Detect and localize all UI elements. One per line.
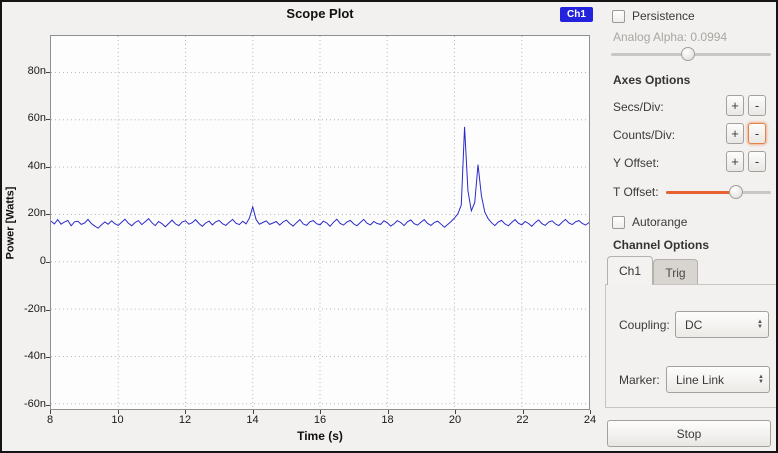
- x-tick-label: 24: [583, 414, 597, 426]
- x-axis-title: Time (s): [297, 429, 343, 443]
- plot-canvas: [50, 35, 590, 410]
- x-tick-label: 12: [178, 414, 192, 426]
- secs-div-label: Secs/Div:: [613, 100, 664, 114]
- dropdown-arrows-icon: ▲ ▼: [757, 318, 763, 330]
- x-tick-label: 16: [313, 414, 327, 426]
- analog-alpha-label: Analog Alpha: 0.0994: [613, 30, 728, 44]
- x-tick-label: 10: [111, 414, 124, 426]
- x-tick-label: 20: [448, 414, 462, 426]
- x-tick-label: 8: [46, 414, 54, 426]
- counts-div-minus-button[interactable]: -: [748, 123, 766, 144]
- coupling-label: Coupling:: [619, 318, 670, 332]
- x-tick-label: 22: [516, 414, 529, 426]
- marker-label: Marker:: [619, 373, 660, 387]
- y-tick-label: 0: [39, 254, 46, 267]
- persistence-checkbox[interactable]: [612, 10, 625, 23]
- x-tick-label: 18: [381, 414, 394, 426]
- axis-tick-mark: [50, 410, 51, 414]
- y-offset-minus-button[interactable]: -: [748, 151, 766, 172]
- x-tick-label: 14: [246, 414, 259, 426]
- persistence-label: Persistence: [632, 9, 695, 23]
- axis-tick-mark: [590, 410, 591, 414]
- coupling-value: DC: [685, 317, 703, 332]
- tab-trig[interactable]: Trig: [653, 259, 698, 285]
- counts-div-plus-button[interactable]: +: [726, 123, 744, 144]
- axis-tick-mark: [320, 410, 321, 414]
- axis-tick-mark: [46, 261, 50, 263]
- ch1-trace: [51, 126, 589, 229]
- secs-div-minus-button[interactable]: -: [748, 95, 766, 116]
- axis-tick-mark: [117, 410, 119, 414]
- plot-title: Scope Plot: [286, 6, 354, 21]
- axis-tick-mark: [46, 357, 50, 359]
- axis-tick-mark: [46, 309, 50, 311]
- autorange-checkbox[interactable]: [612, 216, 625, 229]
- y-tick-label: -60n: [23, 397, 46, 410]
- coupling-dropdown[interactable]: DC ▲ ▼: [675, 311, 769, 338]
- channel-options-heading: Channel Options: [613, 238, 709, 252]
- axis-tick-mark: [455, 410, 456, 414]
- dropdown-arrows-icon: ▲ ▼: [758, 373, 764, 385]
- axis-tick-mark: [46, 404, 50, 406]
- axis-tick-mark: [46, 166, 50, 168]
- t-offset-slider-fill: [666, 191, 736, 194]
- marker-dropdown[interactable]: Line Link ▲ ▼: [666, 366, 770, 393]
- axis-tick-mark: [46, 71, 50, 73]
- y-tick-label: 60n: [27, 112, 46, 125]
- y-tick-label: -20n: [23, 302, 46, 315]
- y-offset-label: Y Offset:: [613, 156, 660, 170]
- counts-div-label: Counts/Div:: [613, 128, 676, 142]
- stop-button[interactable]: Stop: [607, 420, 771, 447]
- scope-trace-svg: [51, 36, 589, 409]
- y-tick-label: 80n: [27, 64, 46, 77]
- axis-tick-mark: [185, 410, 186, 414]
- autorange-label: Autorange: [632, 215, 688, 229]
- analog-alpha-slider-handle[interactable]: [681, 47, 695, 61]
- axis-tick-mark: [522, 410, 524, 414]
- legend-ch1-badge[interactable]: Ch1: [560, 7, 593, 22]
- t-offset-label: T Offset:: [613, 185, 659, 199]
- y-offset-plus-button[interactable]: +: [726, 151, 744, 172]
- marker-value: Line Link: [676, 372, 725, 387]
- axis-tick-mark: [252, 410, 254, 414]
- y-tick-label: 40n: [27, 159, 46, 172]
- axis-tick-mark: [46, 119, 50, 121]
- axis-tick-mark: [46, 214, 50, 216]
- axes-options-heading: Axes Options: [613, 73, 691, 87]
- t-offset-slider-handle[interactable]: [729, 185, 743, 199]
- y-tick-label: -40n: [23, 350, 46, 363]
- tab-ch1[interactable]: Ch1: [607, 256, 653, 285]
- secs-div-plus-button[interactable]: +: [726, 95, 744, 116]
- axis-tick-mark: [387, 410, 389, 414]
- y-tick-label: 20n: [27, 207, 46, 220]
